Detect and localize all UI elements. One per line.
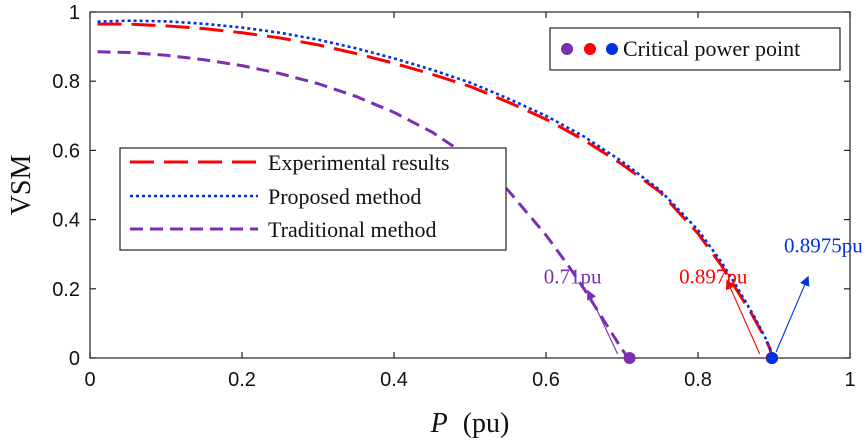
series-legend: Experimental results Proposed method Tra… — [119, 147, 507, 251]
critical-arrow — [775, 275, 810, 353]
x-axis: 0 0.2 0.4 0.6 0.8 1 — [84, 12, 856, 391]
critical-point-label: 0.8975pu — [784, 234, 863, 258]
annotation-layer: 0.71pu 0.897pu 0.8975pu — [544, 234, 863, 364]
x-axis-title-unit: (pu) — [463, 408, 510, 439]
y-tick-label: 0.6 — [52, 140, 80, 162]
x-tick-label: 0.6 — [532, 369, 560, 391]
y-axis: 0 0.2 0.4 0.6 0.8 1 — [52, 2, 850, 370]
x-tick-label: 0.8 — [684, 369, 712, 391]
series-layer — [97, 19, 774, 360]
critical-legend-box — [549, 27, 841, 71]
y-axis-title: VSM — [6, 155, 37, 216]
x-tick-label: 0.2 — [228, 369, 256, 391]
legend-label-traditional: Traditional method — [268, 217, 436, 242]
plot-border — [89, 11, 851, 359]
x-axis-title: P (pu) — [430, 408, 510, 439]
critical-legend-dot-blue — [606, 43, 618, 55]
x-axis-title-symbol: P — [430, 408, 448, 439]
critical-point-label: 0.897pu — [679, 265, 748, 289]
critical-legend-dot-red — [584, 43, 596, 55]
y-tick-label: 0 — [69, 348, 80, 370]
critical-point-legend: Critical power point — [549, 27, 841, 71]
critical-point-marker — [623, 352, 636, 364]
y-tick-label: 1 — [69, 2, 80, 24]
y-tick-label: 0.4 — [52, 210, 80, 232]
series-legend-box — [119, 147, 507, 251]
critical-legend-dot-purple — [561, 43, 573, 55]
series-line-experimental — [97, 22, 774, 359]
critical-point-label: 0.71pu — [544, 265, 602, 289]
legend-label-experimental: Experimental results — [268, 150, 449, 175]
legend-label-proposed: Proposed method — [268, 184, 421, 209]
critical-legend-label: Critical power point — [623, 36, 800, 61]
y-tick-label: 0.2 — [52, 279, 80, 301]
x-tick-label: 0.4 — [380, 369, 408, 391]
x-tick-label: 0 — [84, 369, 95, 391]
critical-arrow — [587, 289, 619, 355]
critical-arrow — [725, 279, 761, 355]
axes-frame — [89, 11, 851, 359]
series-line-proposed — [97, 19, 774, 359]
x-tick-label: 1 — [844, 369, 855, 391]
y-tick-label: 0.8 — [52, 71, 80, 93]
critical-point-marker — [766, 352, 779, 364]
series-line-traditional — [97, 50, 631, 360]
